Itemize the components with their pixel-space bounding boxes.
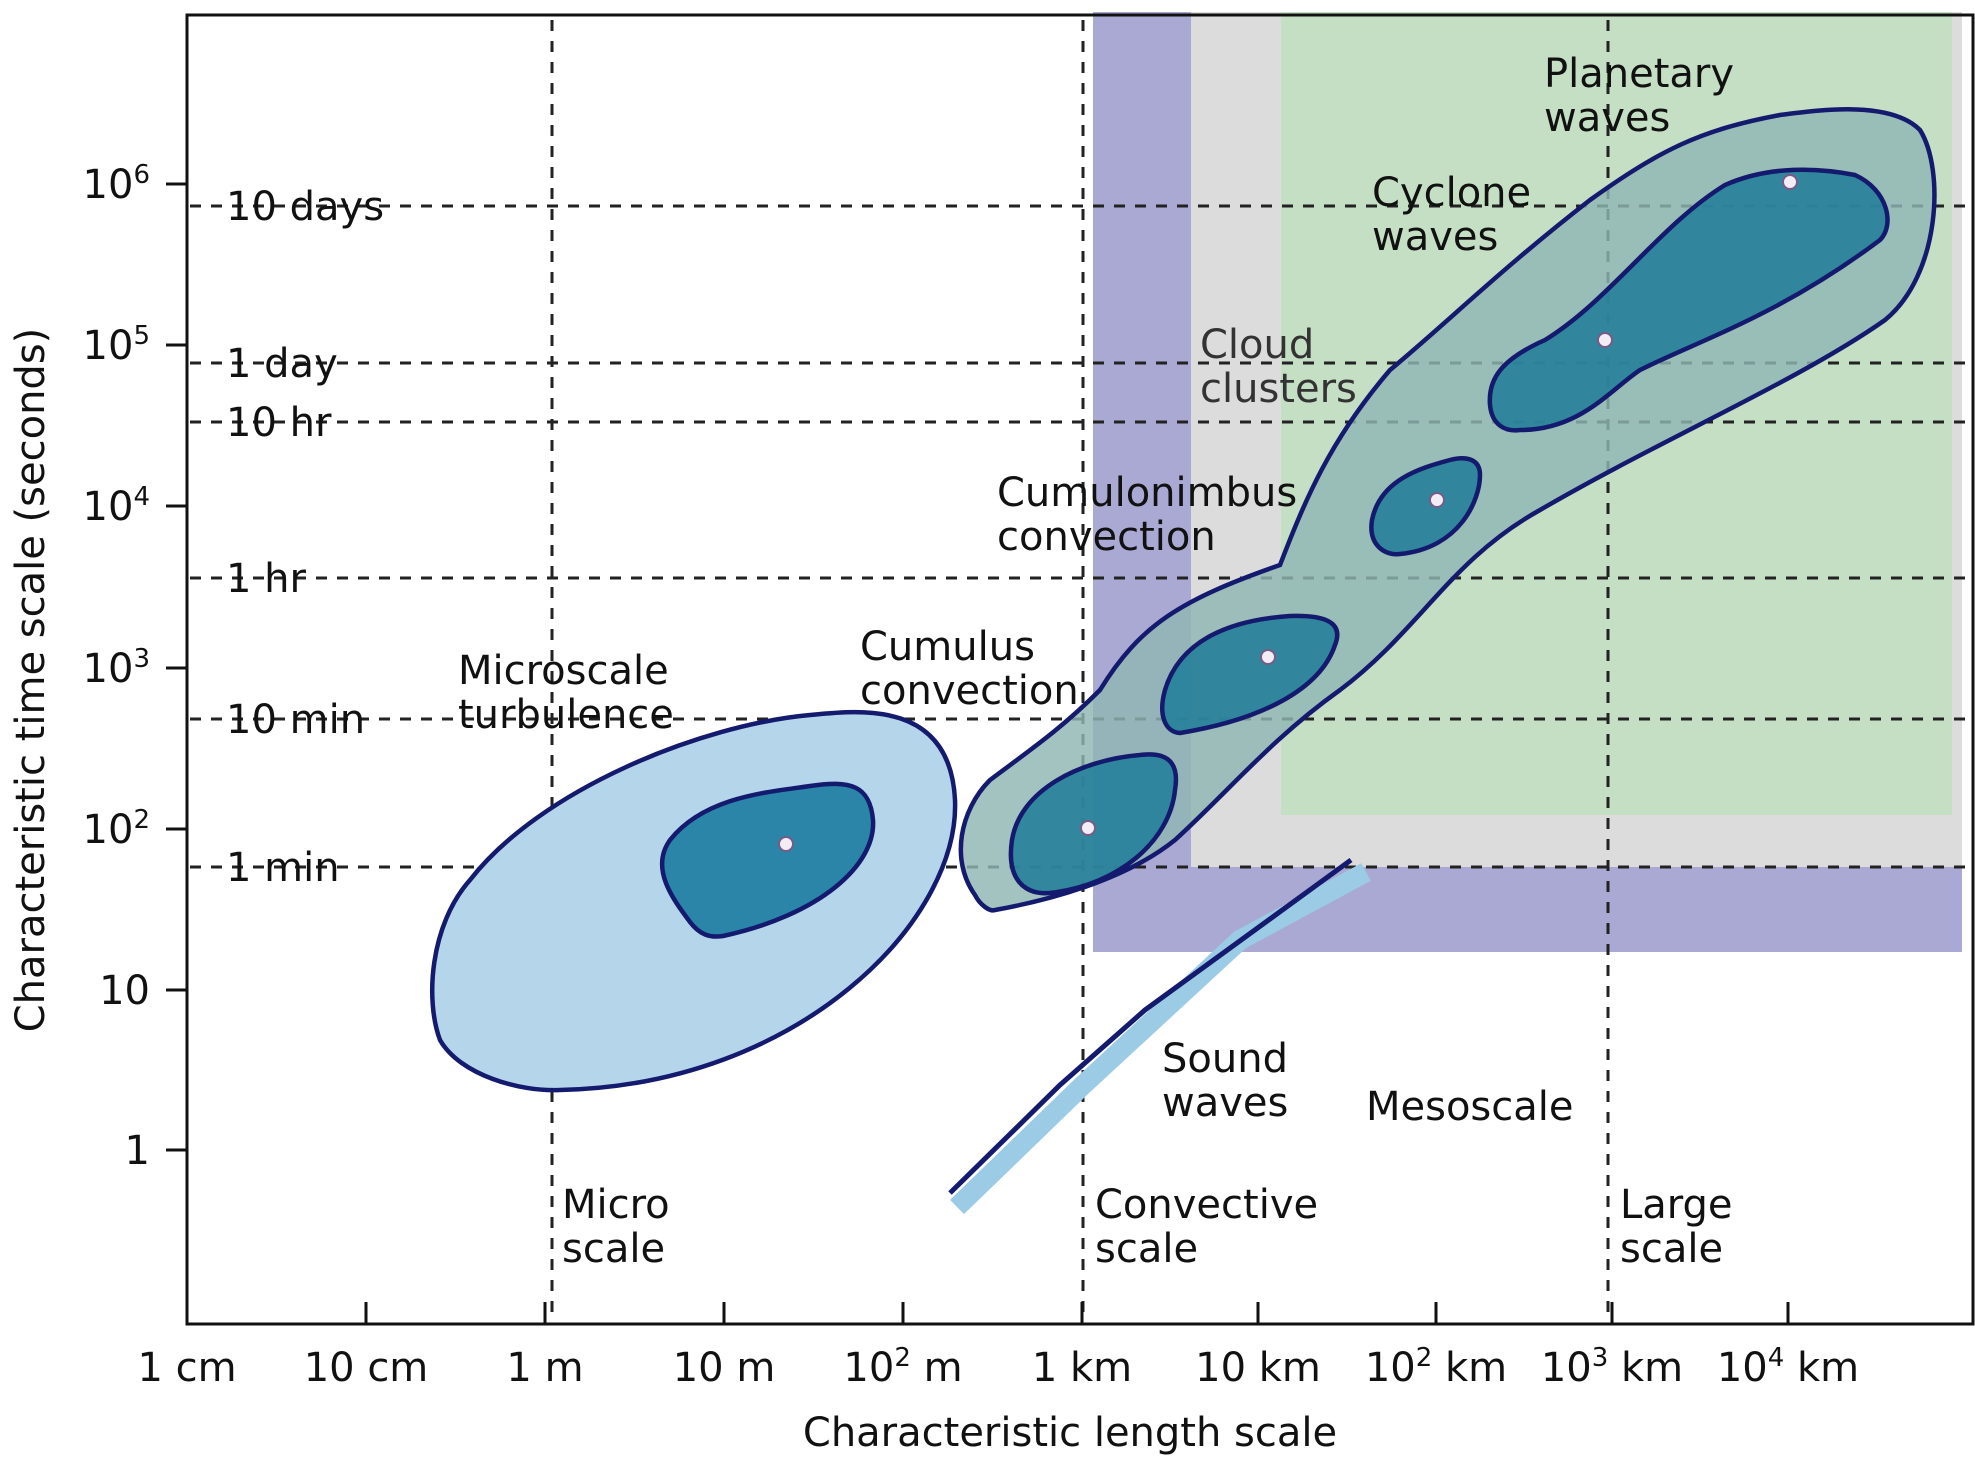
cumulonimbus-convection-label: Cumulonimbus convection [997,470,1297,560]
convective-scale-label: Convective scale [1095,1182,1318,1272]
microscale-turbulence-region [430,709,958,1093]
y-axis-title: Characteristic time scale (seconds) [8,328,54,1033]
time-mark-1-min: 1 min [226,845,340,891]
cyclone-planetary-core-contour [1487,167,1890,433]
cloud-cluster-peak-dot [1429,492,1445,508]
x-tick-label: 10 cm [304,1345,429,1391]
planetary-peak-dot [1782,174,1798,190]
planetary-waves-label: Planetary waves [1544,51,1734,141]
microscale-turbulence-label: Microscale turbulence [458,648,674,738]
y-tick-label: 105 [83,321,150,369]
x-tick-label: 104 km [1717,1343,1859,1391]
time-mark-labels: 10 days 1 day 10 hr 1 hr 10 min 1 min [226,184,384,891]
cyclone-waves-label: Cyclone waves [1372,170,1531,260]
time-mark-1-hr: 1 hr [226,556,307,602]
y-tick-label: 1 [125,1128,150,1174]
x-tick-label: 1 m [506,1345,583,1391]
large-scale-label: Large scale [1620,1182,1733,1272]
x-tick-labels: 1 cm 10 cm 1 m 10 m 102 m 1 km 10 km 102… [137,1343,1859,1391]
micro-scale-label: Micro scale [562,1182,670,1272]
time-mark-10-min: 10 min [226,697,365,743]
microscale-inner-contour [659,781,876,939]
x-tick-label: 102 m [843,1343,962,1391]
inner-cores [1008,167,1890,896]
y-tick-marks [166,182,187,1152]
cumulonimbus-peak-dot [1260,649,1276,665]
cloud-clusters-label: Cloud clusters [1200,322,1357,412]
time-mark-10-hr: 10 hr [226,400,332,446]
x-tick-label: 102 km [1365,1343,1507,1391]
y-tick-label: 102 [83,805,150,853]
y-tick-label: 103 [83,644,150,692]
y-tick-label: 10 [99,968,150,1014]
cumulus-peak-dot [1080,820,1096,836]
cloud-cluster-core-contour [1369,456,1483,557]
x-tick-label: 10 km [1195,1345,1321,1391]
cyclone-peak-dot [1597,332,1613,348]
y-tick-labels: 1 10 102 103 104 105 106 [83,160,150,1174]
x-tick-label: 103 km [1541,1343,1683,1391]
scale-region-labels: Micro scale Convective scale Mesoscale Lar… [562,1084,1733,1272]
x-axis-title: Characteristic length scale [803,1410,1337,1456]
x-tick-label: 1 km [1032,1345,1132,1391]
x-tick-marks [185,1302,1790,1324]
x-tick-label: 1 cm [137,1345,236,1391]
microscale-peak-dot [778,836,794,852]
cumulonimbus-core-contour [1160,613,1340,736]
sound-waves-line [948,857,1371,1215]
phenomena-labels: Microscale turbulence Cumulus convection C… [458,51,1734,1126]
cumulus-convection-label: Cumulus convection [860,624,1079,714]
time-mark-1-day: 1 day [226,341,338,387]
time-mark-10-days: 10 days [226,184,384,230]
x-tick-label: 10 m [673,1345,776,1391]
y-tick-label: 104 [83,482,150,530]
y-tick-label: 106 [83,160,150,208]
mesoscale-label: Mesoscale [1366,1084,1574,1130]
sound-waves-label: Sound waves [1162,1036,1288,1126]
